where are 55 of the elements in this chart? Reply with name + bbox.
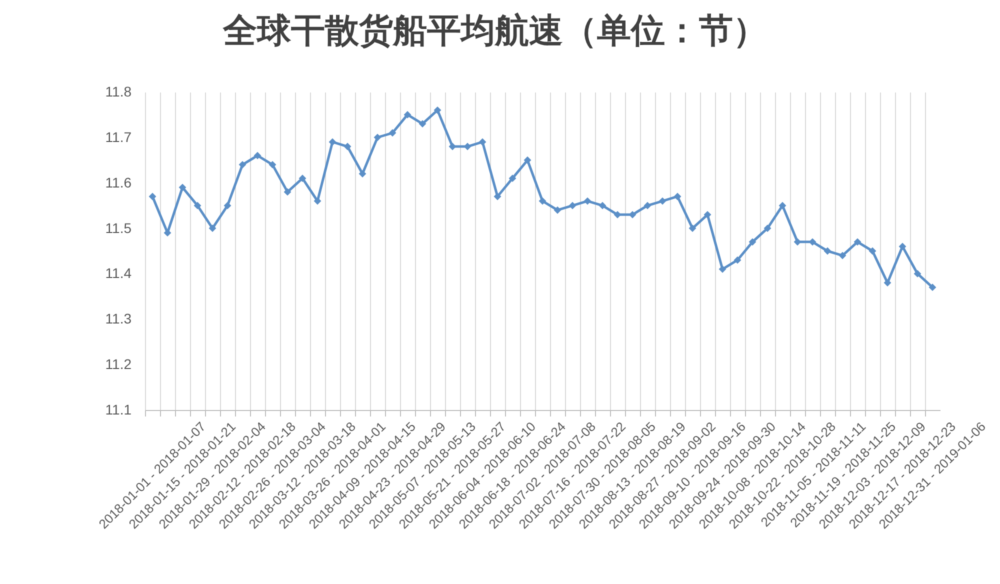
y-tick-label: 11.7 xyxy=(105,128,132,145)
point xyxy=(508,174,516,182)
point xyxy=(598,202,606,210)
y-tick-label: 11.5 xyxy=(105,220,132,236)
point xyxy=(374,134,382,142)
point xyxy=(538,197,546,205)
point xyxy=(524,156,532,164)
point xyxy=(448,142,456,150)
point xyxy=(614,210,622,218)
point xyxy=(854,238,862,246)
point xyxy=(478,138,486,146)
point xyxy=(314,197,322,205)
point xyxy=(794,238,802,246)
y-tick-label: 11.3 xyxy=(105,310,132,327)
point xyxy=(238,160,246,168)
y-tick-label: 11.4 xyxy=(105,265,132,282)
point xyxy=(584,197,592,205)
point xyxy=(434,106,442,114)
point xyxy=(388,129,396,137)
point xyxy=(824,247,832,255)
point xyxy=(884,279,892,287)
point xyxy=(328,138,336,146)
point xyxy=(178,184,186,192)
point xyxy=(194,202,202,210)
y-tick-label: 11.1 xyxy=(105,402,132,418)
point xyxy=(554,206,562,214)
point xyxy=(568,202,576,210)
point xyxy=(778,202,786,210)
point xyxy=(644,202,652,210)
point xyxy=(704,210,712,218)
y-tick-label: 11.6 xyxy=(105,174,132,190)
point xyxy=(298,174,306,182)
point xyxy=(284,188,292,196)
point xyxy=(838,252,846,260)
chart-title: 全球干散货船平均航速（单位：节） xyxy=(222,12,767,50)
point xyxy=(718,265,726,273)
point xyxy=(808,238,816,246)
point xyxy=(734,256,742,264)
point xyxy=(464,142,472,150)
point xyxy=(748,238,756,246)
point xyxy=(254,152,262,160)
point xyxy=(418,120,426,128)
y-tick-label: 11.8 xyxy=(105,84,132,100)
point xyxy=(658,197,666,205)
point xyxy=(628,210,636,218)
point xyxy=(928,284,936,292)
point xyxy=(868,247,876,255)
point xyxy=(268,160,276,168)
point xyxy=(674,192,682,200)
point xyxy=(494,192,502,200)
point xyxy=(224,202,232,210)
point xyxy=(898,242,906,250)
point xyxy=(148,192,156,200)
point xyxy=(344,142,352,150)
y-tick-label: 11.2 xyxy=(105,356,132,372)
